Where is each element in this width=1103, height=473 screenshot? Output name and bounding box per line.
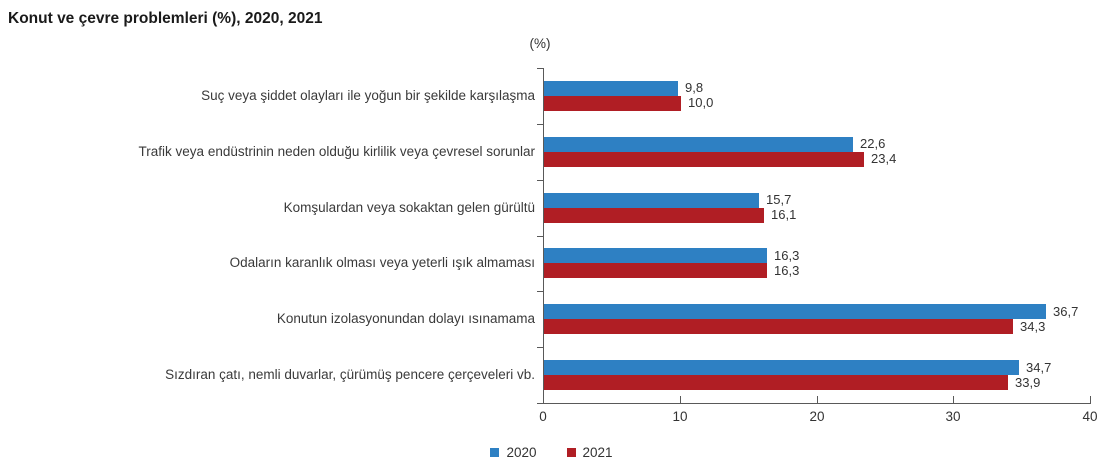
value-label-2021: 16,3 <box>774 263 800 278</box>
bar-2020 <box>544 137 853 152</box>
y-axis-tick <box>537 291 543 292</box>
x-axis-tick-label: 0 <box>539 409 547 424</box>
value-label-2020: 22,6 <box>860 136 886 151</box>
category-label: Sızdıran çatı, nemli duvarlar, çürümüş p… <box>165 367 535 382</box>
bar-2020 <box>544 360 1019 375</box>
value-label-2021: 23,4 <box>871 151 897 166</box>
category-label: Konutun izolasyonundan dolayı ısınamama <box>276 311 535 326</box>
bar-2020 <box>544 248 767 263</box>
value-label-2021: 10,0 <box>688 95 714 110</box>
legend-swatch-2021 <box>566 448 576 457</box>
bar-2021 <box>544 96 681 111</box>
value-label-2020: 34,7 <box>1026 360 1052 375</box>
x-axis-line <box>543 403 1091 404</box>
y-axis-tick <box>537 236 543 237</box>
value-label-2021: 16,1 <box>771 207 797 222</box>
bar-2021 <box>544 319 1013 334</box>
bar-2020 <box>544 81 678 96</box>
y-axis-line <box>543 68 544 403</box>
x-axis-tick <box>953 396 954 403</box>
y-axis-tick <box>537 68 543 69</box>
value-label-2020: 15,7 <box>766 192 792 207</box>
value-label-2020: 16,3 <box>774 248 800 263</box>
value-label-2020: 9,8 <box>685 80 704 95</box>
category-label: Komşulardan veya sokaktan gelen gürültü <box>283 200 535 215</box>
x-axis-tick-label: 30 <box>945 409 961 424</box>
category-label: Odaların karanlık olması veya yeterli ış… <box>229 255 535 270</box>
chart-title: Konut ve çevre problemleri (%), 2020, 20… <box>8 10 323 27</box>
value-label-2020: 36,7 <box>1053 304 1079 319</box>
legend-swatch-2020 <box>490 448 500 457</box>
legend-label-2020: 2020 <box>506 445 537 460</box>
category-label: Trafik veya endüstrinin neden olduğu kir… <box>138 144 535 159</box>
legend: 2020 2021 <box>0 445 1103 460</box>
x-axis-tick <box>817 396 818 403</box>
legend-item-2020: 2020 <box>490 445 537 460</box>
category-label: Suç veya şiddet olayları ile yoğun bir ş… <box>201 88 535 103</box>
bar-2021 <box>544 152 864 167</box>
value-label-2021: 33,9 <box>1015 375 1041 390</box>
y-axis-tick <box>537 124 543 125</box>
bar-2021 <box>544 375 1008 390</box>
legend-item-2021: 2021 <box>566 445 613 460</box>
x-axis-tick <box>1090 396 1091 403</box>
y-axis-tick <box>537 180 543 181</box>
y-axis-tick <box>537 347 543 348</box>
bar-2020 <box>544 304 1046 319</box>
x-axis-tick-label: 20 <box>809 409 825 424</box>
x-axis-tick-label: 40 <box>1082 409 1098 424</box>
y-axis-tick <box>537 403 543 404</box>
bar-2021 <box>544 208 764 223</box>
bar-2020 <box>544 193 759 208</box>
legend-label-2021: 2021 <box>582 445 613 460</box>
axis-unit-label: (%) <box>529 36 551 51</box>
value-label-2021: 34,3 <box>1020 319 1046 334</box>
bar-2021 <box>544 263 767 278</box>
x-axis-tick <box>680 396 681 403</box>
x-axis-tick-label: 10 <box>672 409 688 424</box>
